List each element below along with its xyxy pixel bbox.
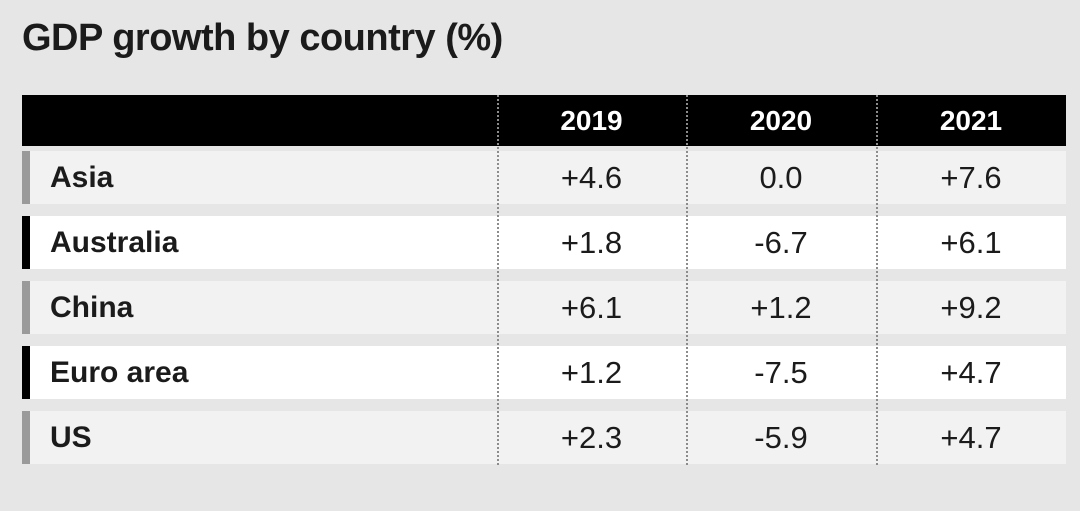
cell-2021: +9.2 bbox=[940, 290, 1002, 325]
row-marker-bar bbox=[22, 216, 30, 269]
cell-2021: +7.6 bbox=[940, 160, 1002, 195]
header-cell-2020: 2020 bbox=[749, 105, 813, 136]
cell-2019: +1.8 bbox=[560, 225, 623, 260]
cell-2019: +6.1 bbox=[560, 290, 623, 325]
column-divider bbox=[686, 95, 688, 465]
row-label: Australia bbox=[50, 226, 179, 259]
chart-title: GDP growth by country (%) bbox=[22, 17, 503, 59]
column-divider bbox=[876, 95, 878, 465]
cell-2020: -7.5 bbox=[754, 355, 808, 390]
cell-2021: +4.7 bbox=[940, 420, 1002, 455]
column-divider bbox=[497, 95, 499, 465]
header-cell-2021: 2021 bbox=[939, 105, 1003, 136]
cell-2019: +1.2 bbox=[560, 355, 623, 390]
cell-2020: 0.0 bbox=[759, 160, 803, 195]
table-header: 2019 2020 2021 bbox=[22, 95, 1066, 146]
row-label: China bbox=[50, 291, 134, 324]
table-row: Euro area +1.2 -7.5 +4.7 bbox=[22, 346, 1066, 399]
cell-2020: -5.9 bbox=[754, 420, 808, 455]
row-label: US bbox=[50, 421, 92, 454]
table-row: China +6.1 +1.2 +9.2 bbox=[22, 281, 1066, 334]
row-marker-bar bbox=[22, 346, 30, 399]
row-marker-bar bbox=[22, 151, 30, 204]
cell-2021: +6.1 bbox=[940, 225, 1002, 260]
table-row: Australia +1.8 -6.7 +6.1 bbox=[22, 216, 1066, 269]
header-cell-2019: 2019 bbox=[560, 105, 623, 136]
cell-2021: +4.7 bbox=[940, 355, 1002, 390]
cell-2019: +2.3 bbox=[560, 420, 623, 455]
row-marker-bar bbox=[22, 411, 30, 464]
cell-2020: +1.2 bbox=[750, 290, 812, 325]
row-label: Asia bbox=[50, 161, 114, 194]
cell-2019: +4.6 bbox=[560, 160, 623, 195]
row-label: Euro area bbox=[50, 356, 189, 389]
gdp-table: 2019 2020 2021 Asia +4.6 0.0 +7.6 Austra… bbox=[22, 95, 1066, 465]
row-marker-bar bbox=[22, 281, 30, 334]
table-row: US +2.3 -5.9 +4.7 bbox=[22, 411, 1066, 464]
table-row: Asia +4.6 0.0 +7.6 bbox=[22, 151, 1066, 204]
cell-2020: -6.7 bbox=[754, 225, 808, 260]
